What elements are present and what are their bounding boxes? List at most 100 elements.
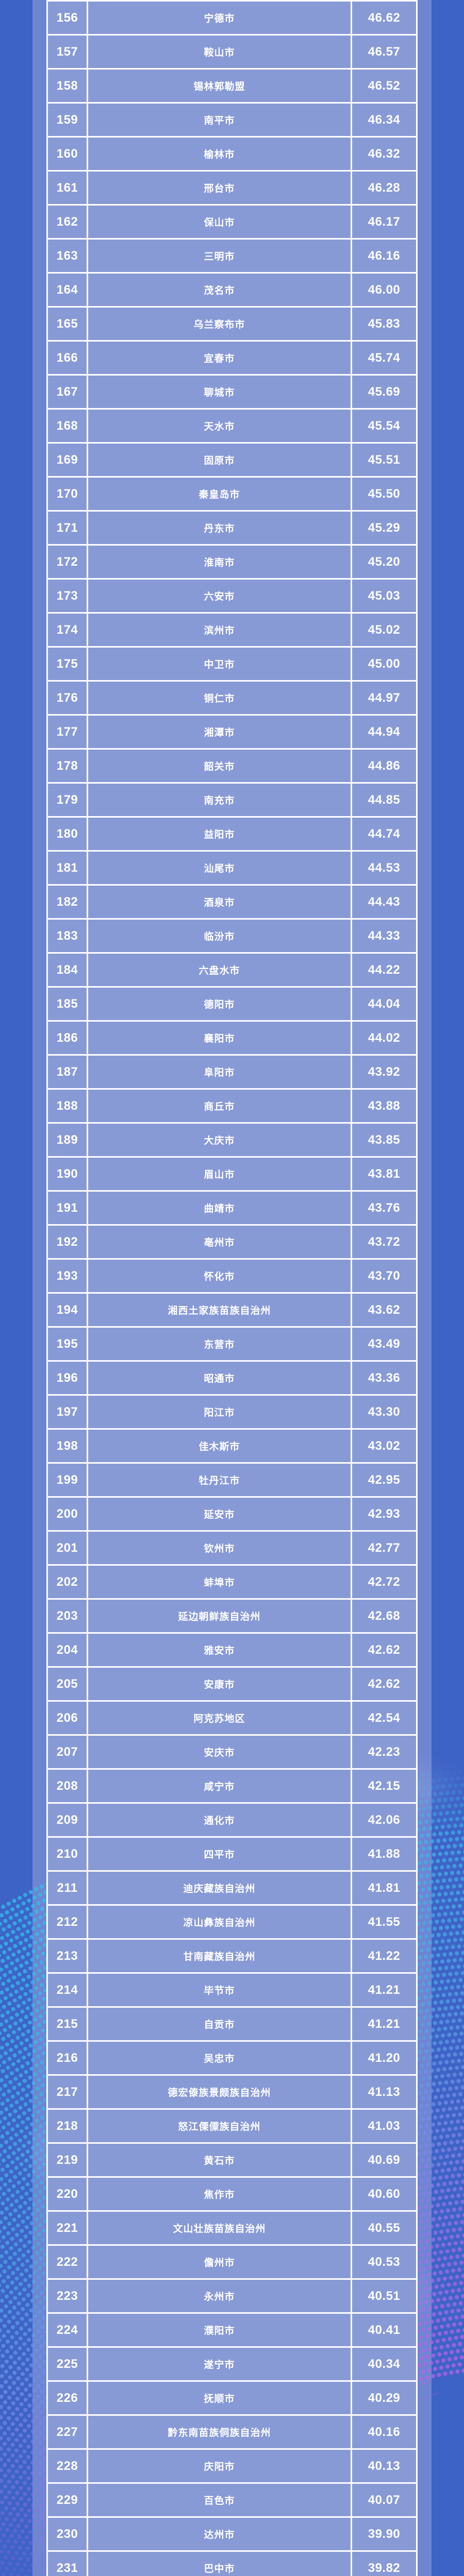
score-cell: 46.32 (352, 138, 416, 170)
score-cell: 44.02 (352, 1022, 416, 1054)
rank-cell: 200 (48, 1498, 87, 1530)
city-cell: 滨州市 (88, 614, 351, 646)
score-cell: 42.62 (352, 1668, 416, 1700)
city-cell: 阜阳市 (88, 1056, 351, 1088)
city-cell: 自贡市 (88, 2008, 351, 2040)
table-row: 219 黄石市 40.69 (48, 2144, 416, 2176)
rank-cell: 211 (48, 1872, 87, 1904)
city-cell: 甘南藏族自治州 (88, 1940, 351, 1972)
table-row: 160 榆林市 46.32 (48, 138, 416, 170)
rank-cell: 177 (48, 716, 87, 748)
table-row: 225 遂宁市 40.34 (48, 2348, 416, 2380)
rank-cell: 201 (48, 1532, 87, 1564)
table-row: 209 通化市 42.06 (48, 1804, 416, 1836)
rank-cell: 189 (48, 1124, 87, 1156)
table-row: 187 阜阳市 43.92 (48, 1056, 416, 1088)
city-cell: 宁德市 (88, 2, 351, 34)
city-cell: 德宏傣族景颇族自治州 (88, 2076, 351, 2108)
table-row: 177 湘潭市 44.94 (48, 716, 416, 748)
city-cell: 商丘市 (88, 1090, 351, 1122)
rank-cell: 228 (48, 2450, 87, 2482)
rank-cell: 178 (48, 750, 87, 782)
table-row: 213 甘南藏族自治州 41.22 (48, 1940, 416, 1972)
table-row: 207 安庆市 42.23 (48, 1736, 416, 1768)
score-cell: 40.34 (352, 2348, 416, 2380)
table-row: 223 永州市 40.51 (48, 2280, 416, 2312)
rank-cell: 221 (48, 2212, 87, 2244)
table-row: 198 佳木斯市 43.02 (48, 1430, 416, 1462)
rank-cell: 169 (48, 444, 87, 476)
city-cell: 眉山市 (88, 1158, 351, 1190)
rank-cell: 196 (48, 1362, 87, 1394)
city-cell: 庆阳市 (88, 2450, 351, 2482)
rank-cell: 170 (48, 478, 87, 510)
rank-cell: 166 (48, 342, 87, 374)
score-cell: 45.83 (352, 308, 416, 340)
table-row: 208 咸宁市 42.15 (48, 1770, 416, 1802)
table-row: 196 昭通市 43.36 (48, 1362, 416, 1394)
city-cell: 通化市 (88, 1804, 351, 1836)
score-cell: 41.03 (352, 2110, 416, 2142)
table-row: 163 三明市 46.16 (48, 240, 416, 272)
rank-cell: 220 (48, 2178, 87, 2210)
city-cell: 天水市 (88, 410, 351, 442)
table-row: 166 宜春市 45.74 (48, 342, 416, 374)
rank-cell: 163 (48, 240, 87, 272)
table-row: 176 铜仁市 44.97 (48, 682, 416, 714)
score-cell: 40.41 (352, 2314, 416, 2346)
rank-cell: 210 (48, 1838, 87, 1870)
city-cell: 牡丹江市 (88, 1464, 351, 1496)
ranking-table: 156 宁德市 46.62 157 鞍山市 46.57 158 锡林郭勒盟 46.52 159 南平… (46, 0, 418, 2576)
rank-cell: 222 (48, 2246, 87, 2278)
score-cell: 42.72 (352, 1566, 416, 1598)
score-cell: 42.93 (352, 1498, 416, 1530)
city-cell: 汕尾市 (88, 852, 351, 884)
score-cell: 46.17 (352, 206, 416, 238)
score-cell: 44.22 (352, 954, 416, 986)
table-row: 230 达州市 39.90 (48, 2518, 416, 2550)
city-cell: 濮阳市 (88, 2314, 351, 2346)
table-row: 210 四平市 41.88 (48, 1838, 416, 1870)
rank-cell: 212 (48, 1906, 87, 1938)
rank-cell: 203 (48, 1600, 87, 1632)
city-cell: 六安市 (88, 580, 351, 612)
table-row: 164 茂名市 46.00 (48, 274, 416, 306)
city-cell: 固原市 (88, 444, 351, 476)
score-cell: 42.15 (352, 1770, 416, 1802)
score-cell: 45.00 (352, 648, 416, 680)
rank-cell: 229 (48, 2484, 87, 2516)
table-row: 201 钦州市 42.77 (48, 1532, 416, 1564)
rank-cell: 168 (48, 410, 87, 442)
table-row: 228 庆阳市 40.13 (48, 2450, 416, 2482)
rank-cell: 161 (48, 172, 87, 204)
score-cell: 45.74 (352, 342, 416, 374)
score-cell: 42.62 (352, 1634, 416, 1666)
table-row: 174 滨州市 45.02 (48, 614, 416, 646)
table-row: 180 益阳市 44.74 (48, 818, 416, 850)
table-row: 197 阳江市 43.30 (48, 1396, 416, 1428)
score-cell: 42.23 (352, 1736, 416, 1768)
score-cell: 44.74 (352, 818, 416, 850)
score-cell: 43.02 (352, 1430, 416, 1462)
table-row: 159 南平市 46.34 (48, 104, 416, 136)
rank-cell: 158 (48, 70, 87, 102)
table-row: 168 天水市 45.54 (48, 410, 416, 442)
city-cell: 遂宁市 (88, 2348, 351, 2380)
rank-cell: 181 (48, 852, 87, 884)
city-cell: 百色市 (88, 2484, 351, 2516)
rank-cell: 192 (48, 1226, 87, 1258)
table-row: 165 乌兰察布市 45.83 (48, 308, 416, 340)
score-cell: 41.22 (352, 1940, 416, 1972)
score-cell: 45.02 (352, 614, 416, 646)
table-row: 220 焦作市 40.60 (48, 2178, 416, 2210)
table-row: 179 南充市 44.85 (48, 784, 416, 816)
rank-cell: 206 (48, 1702, 87, 1734)
table-row: 191 曲靖市 43.76 (48, 1192, 416, 1224)
rank-cell: 160 (48, 138, 87, 170)
rank-cell: 159 (48, 104, 87, 136)
city-cell: 三明市 (88, 240, 351, 272)
city-cell: 邢台市 (88, 172, 351, 204)
rank-cell: 226 (48, 2382, 87, 2414)
rank-cell: 202 (48, 1566, 87, 1598)
rank-cell: 176 (48, 682, 87, 714)
